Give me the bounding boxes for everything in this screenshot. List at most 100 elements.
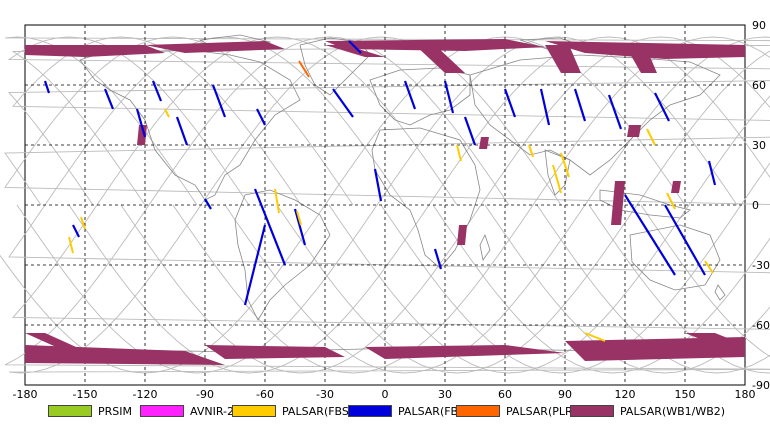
legend-swatch [570, 405, 614, 417]
lon-tick-label: 0 [382, 388, 389, 401]
lat-tick-label: -60 [752, 319, 770, 332]
swath-fbs [68, 236, 74, 254]
swath-fbd [332, 88, 354, 118]
swath-fbd [135, 108, 147, 138]
swath-fbd [433, 248, 443, 270]
legend-label: PALSAR(FBD) [398, 404, 471, 418]
swath-wb [611, 181, 625, 225]
swath-wb [365, 345, 565, 359]
swath-fbd [293, 208, 307, 246]
swath-fbd [211, 84, 227, 118]
lon-tick-label: 30 [438, 388, 452, 401]
swath-fbs [80, 216, 86, 230]
swath-wb [625, 45, 657, 73]
swath-fbs [528, 144, 534, 158]
swath-fbd [151, 80, 163, 102]
latitude-tick-labels: 90 60 30 0 -30 -60 -90 [752, 19, 770, 392]
legend-swatch [140, 405, 184, 417]
swath-fbd [403, 80, 417, 110]
legend-swatch [232, 405, 276, 417]
legend-item: PALSAR(WB1/WB2) [570, 403, 725, 419]
swath-fbs [164, 108, 170, 118]
swath-wb [415, 45, 465, 73]
swath-fbs [552, 164, 562, 194]
swath-wb [145, 41, 285, 53]
swath-fbs [456, 144, 462, 162]
lat-tick-label: 60 [752, 79, 766, 92]
swath-fbd [348, 40, 362, 54]
swath-fbd [607, 94, 623, 130]
swath-fbd [373, 168, 383, 202]
swath-fbs [584, 332, 606, 342]
swath-fbs [666, 192, 676, 210]
swath-wb [205, 345, 345, 359]
swath-wb [479, 137, 489, 149]
swath-wb [627, 125, 641, 137]
lon-tick-label: 60 [498, 388, 512, 401]
lon-tick-label: 90 [558, 388, 572, 401]
lat-tick-label: 30 [752, 139, 766, 152]
swath-fbs [296, 210, 302, 226]
swath-wb [671, 181, 681, 193]
lat-tick-label: 0 [752, 199, 759, 212]
legend-item: PRSIM [48, 403, 132, 419]
swath-fbd [463, 116, 477, 146]
legend-item: AVNIR-2 [140, 403, 234, 419]
legend-label: PALSAR(PLR) [506, 404, 577, 418]
longitude-tick-labels: -180 -150 -120 -90 -60 -30 0 30 60 90 120 150 180 [13, 388, 756, 401]
legend-swatch [48, 405, 92, 417]
swath-fbd [573, 88, 587, 122]
swath-fbd [654, 92, 670, 122]
swath-fbd [664, 204, 706, 276]
swath-wb [325, 45, 385, 57]
swath-fbd [72, 224, 80, 238]
legend-item: PALSAR(FBD) [348, 403, 471, 419]
legend: PRSIM AVNIR-2 PALSAR(FBS) PALSAR(FBD) PALSAR… [48, 403, 768, 419]
swath-fbd [43, 80, 51, 94]
legend-label: PRSIM [98, 404, 132, 418]
lon-tick-label: -180 [13, 388, 38, 401]
lon-tick-label: -60 [256, 388, 274, 401]
legend-item: PALSAR(PLR) [456, 403, 577, 419]
lon-tick-label: 180 [735, 388, 756, 401]
lon-tick-label: 120 [615, 388, 636, 401]
lat-tick-label: -30 [752, 259, 770, 272]
swath-fbd [256, 108, 266, 126]
legend-label: PALSAR(FBS) [282, 404, 354, 418]
lon-tick-label: 150 [675, 388, 696, 401]
legend-label: AVNIR-2 [190, 404, 234, 418]
legend-swatch [348, 405, 392, 417]
orbit-track [4, 36, 770, 374]
swath-fbd [707, 160, 717, 186]
swath-fbs [704, 260, 714, 274]
swath-fbd [539, 88, 551, 126]
swath-plr [298, 60, 310, 78]
lon-tick-label: -150 [73, 388, 98, 401]
swath-wb [545, 45, 581, 73]
swath-fbd [503, 88, 517, 118]
swath-fbs [274, 188, 280, 214]
lat-tick-label: -90 [752, 379, 770, 392]
coverage-swaths [25, 39, 745, 365]
legend-label: PALSAR(WB1/WB2) [620, 404, 726, 418]
legend-item: PALSAR(FBS) [232, 403, 353, 419]
swath-fbd [243, 224, 267, 306]
legend-swatch [456, 405, 500, 417]
swath-wb [565, 337, 745, 361]
swath-fbs [646, 128, 656, 146]
swath-wb [25, 45, 165, 57]
swath-wb [137, 125, 147, 145]
swath-wb [25, 333, 85, 351]
swath-wb [685, 333, 745, 349]
lon-tick-label: -120 [133, 388, 158, 401]
swath-fbd [175, 116, 189, 146]
swath-fbs [560, 152, 570, 178]
lon-tick-label: -90 [196, 388, 214, 401]
swath-fbd [204, 198, 212, 210]
swath-fbd [103, 88, 115, 110]
lat-tick-label: 90 [752, 19, 766, 32]
lon-tick-label: -30 [316, 388, 334, 401]
swath-fbd [624, 194, 676, 276]
